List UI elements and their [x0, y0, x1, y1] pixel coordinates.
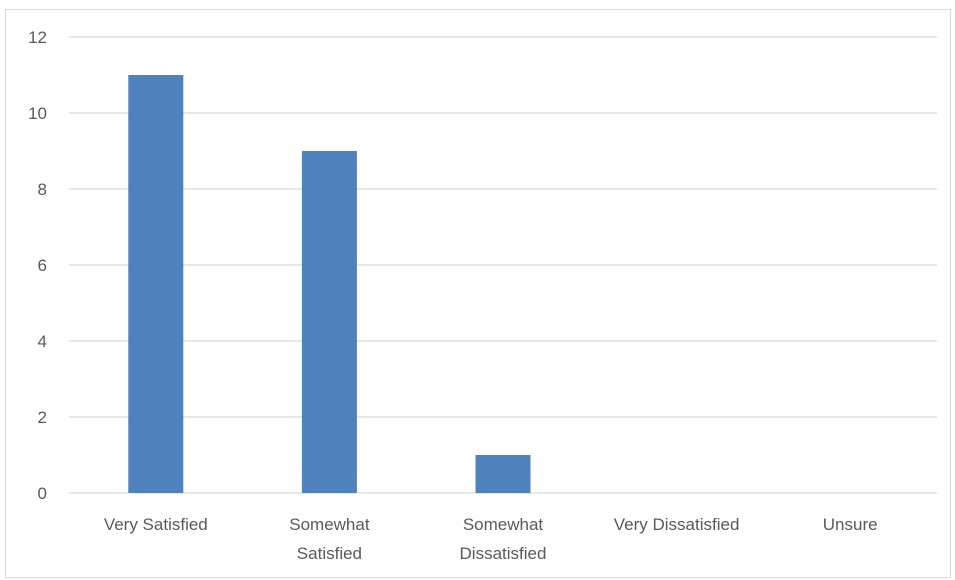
x-tick-label-line: Satisfied	[297, 544, 362, 563]
y-tick-label: 4	[38, 332, 47, 351]
x-tick-label-line: Very Dissatisfied	[614, 515, 740, 534]
y-tick-label: 8	[38, 180, 47, 199]
y-tick-label: 6	[38, 256, 47, 275]
bar-2	[475, 455, 531, 493]
x-tick-label: Very Satisfied	[104, 515, 208, 534]
x-tick-label-line: Very Satisfied	[104, 515, 208, 534]
x-tick-label-line: Unsure	[823, 515, 878, 534]
x-tick-label: Unsure	[823, 515, 878, 534]
bar-1	[301, 151, 357, 493]
y-axis-tick-labels: 0 2 4 6 8 10 12	[28, 28, 47, 503]
x-tick-label: Very Dissatisfied	[614, 515, 740, 534]
x-tick-label-line: Dissatisfied	[460, 544, 547, 563]
x-axis-tick-labels: Very Satisfied Somewhat Satisfied Somewhat D…	[104, 515, 878, 563]
bars	[128, 75, 531, 493]
x-tick-label: Somewhat Satisfied	[289, 515, 370, 563]
y-tick-label: 12	[28, 28, 47, 47]
y-tick-label: 10	[28, 104, 47, 123]
x-tick-label-line: Somewhat	[463, 515, 544, 534]
y-tick-label: 0	[38, 484, 47, 503]
y-tick-label: 2	[38, 408, 47, 427]
x-tick-label: Somewhat Dissatisfied	[460, 515, 547, 563]
gridlines	[69, 36, 937, 494]
x-tick-label-line: Somewhat	[289, 515, 370, 534]
bar-0	[128, 75, 184, 493]
